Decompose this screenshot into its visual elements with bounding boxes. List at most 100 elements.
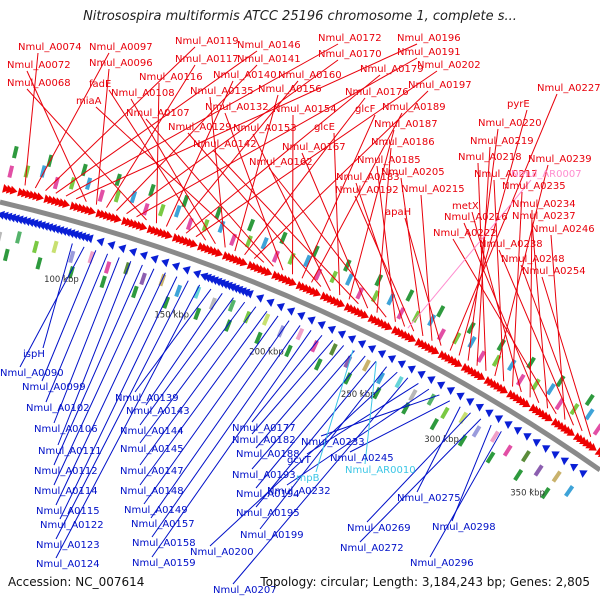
leader-line	[315, 349, 354, 473]
reverse-gene-arrow	[193, 269, 202, 279]
feature-block	[355, 287, 365, 300]
feature-block	[15, 231, 22, 244]
leader-line	[541, 276, 592, 437]
leader-line	[53, 268, 155, 486]
forward-gene-arrow	[360, 310, 369, 319]
feature-block	[139, 272, 147, 286]
tick-mark	[359, 389, 363, 394]
reverse-gene-label: Nmul_A0188	[236, 449, 300, 460]
forward-gene-arrow	[87, 206, 96, 216]
gc-skew-mark	[584, 393, 595, 407]
feature-block	[227, 299, 236, 312]
leader-line	[139, 301, 246, 444]
reverse-gene-arrow	[210, 276, 219, 285]
forward-gene-label: apaH	[385, 207, 411, 218]
gc-skew-mark	[343, 259, 352, 272]
forward-gene-label: Nmul_A0235	[502, 181, 566, 192]
gc-skew-mark	[99, 275, 107, 289]
forward-gene-label: Nmul_A0179	[360, 64, 424, 75]
feature-block	[271, 250, 281, 263]
reverse-gene-arrow	[532, 439, 542, 447]
reverse-gene-label: Nmul_A0275	[397, 493, 461, 504]
forward-gene-label: Nmul_A0172	[318, 33, 382, 44]
reverse-gene-arrow	[107, 241, 116, 250]
feature-block	[533, 464, 544, 477]
reverse-gene-arrow	[74, 231, 83, 241]
feature-block	[201, 218, 210, 232]
forward-gene-arrow	[336, 299, 346, 308]
leader-line	[95, 68, 110, 205]
gc-skew-mark	[372, 386, 382, 400]
leader-line	[320, 394, 440, 437]
feature-block	[260, 237, 269, 250]
gc-skew-mark	[214, 206, 223, 220]
forward-gene-arrow	[139, 222, 148, 231]
forward-gene-arrow	[288, 277, 297, 287]
forward-gene-label: Nmul_A0162	[249, 157, 313, 168]
forward-gene-label: Nmul_A0142	[193, 139, 257, 150]
reverse-gene-arrow	[118, 244, 127, 254]
leader-line	[251, 340, 334, 435]
forward-gene-label: Nmul_A0216	[444, 212, 508, 223]
reverse-gene-arrow	[417, 370, 426, 379]
feature-block	[546, 383, 556, 396]
leader-line	[520, 264, 583, 432]
forward-gene-arrow	[407, 334, 417, 343]
reverse-gene-arrow	[182, 266, 191, 275]
reverse-gene-label: ispH	[23, 349, 45, 360]
gc-skew-mark	[181, 194, 190, 208]
reverse-gene-arrow	[60, 227, 69, 236]
leader-line	[155, 82, 160, 224]
reverse-gene-arrow	[8, 213, 17, 223]
feature-block	[113, 189, 122, 203]
gc-skew-mark	[80, 163, 88, 177]
reverse-gene-label: Nmul_A0157	[131, 519, 195, 530]
reverse-gene-label: Nmul_A0158	[132, 538, 196, 549]
reverse-gene-arrow	[0, 211, 9, 221]
leader-line	[209, 96, 226, 248]
leader-line	[244, 97, 366, 256]
leader-line	[255, 355, 366, 489]
feature-block	[87, 250, 95, 264]
reverse-gene-label: gcvT	[287, 455, 312, 466]
reverse-gene-arrow	[139, 251, 148, 261]
gc-skew-mark	[526, 356, 536, 369]
feature-block	[142, 202, 150, 216]
feature-block	[32, 240, 39, 254]
reverse-gene-arrow	[242, 288, 251, 298]
reverse-gene-arrow	[129, 247, 138, 257]
leader-line	[209, 371, 398, 547]
reverse-gene-label: Nmul_A0296	[410, 558, 474, 569]
feature-block	[52, 176, 60, 190]
reverse-gene-arrow	[34, 220, 43, 229]
reverse-gene-label: Nmul_A0233	[301, 437, 365, 448]
feature-block	[329, 343, 338, 356]
rna-gene-label: rnpB	[296, 473, 320, 484]
reverse-gene-label: Nmul_A0147	[120, 466, 184, 477]
leader-line	[26, 88, 147, 221]
leader-line	[252, 133, 331, 291]
feature-block	[0, 231, 3, 245]
gc-skew-mark	[405, 289, 415, 302]
leader-line	[143, 315, 279, 505]
reverse-gene-arrow	[446, 387, 456, 395]
reverse-gene-arrow	[297, 311, 306, 321]
feature-block	[344, 273, 354, 286]
reverse-gene-label: Nmul_A0115	[36, 506, 100, 517]
leader-line	[476, 146, 491, 366]
gc-skew-mark	[247, 218, 256, 232]
forward-gene-arrow	[454, 359, 463, 368]
forward-gene-arrow	[476, 372, 486, 381]
gc-skew-mark	[193, 307, 202, 321]
forward-gene-label: Nmul_A0153	[233, 123, 297, 134]
reverse-gene-label: Nmul_A0111	[38, 446, 102, 457]
leader-line	[187, 132, 322, 287]
leader-line	[55, 272, 166, 506]
reverse-gene-arrow	[551, 451, 560, 460]
map-title: Nitrosospira multiformis ATCC 25196 chro…	[83, 9, 517, 24]
reverse-gene-arrow	[286, 307, 296, 316]
feature-block	[23, 165, 31, 178]
forward-gene-arrow	[588, 442, 597, 451]
feature-block	[39, 165, 47, 178]
forward-gene-label: Nmul_A0192	[335, 185, 399, 196]
